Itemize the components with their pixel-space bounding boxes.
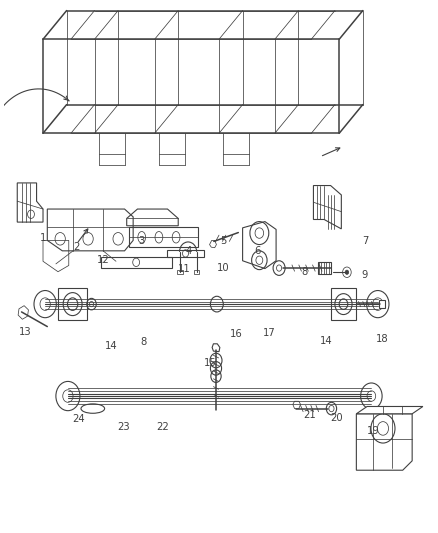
Polygon shape	[357, 414, 412, 470]
Text: 17: 17	[263, 328, 276, 338]
Bar	[194, 270, 199, 274]
Text: 8: 8	[302, 266, 308, 277]
Text: 8: 8	[141, 337, 147, 347]
Text: 11: 11	[178, 264, 191, 274]
Circle shape	[345, 270, 349, 274]
Bar	[177, 270, 183, 274]
Text: 14: 14	[320, 336, 332, 346]
Text: 14: 14	[105, 341, 117, 351]
Polygon shape	[318, 262, 332, 274]
Polygon shape	[212, 344, 220, 352]
Text: 24: 24	[72, 414, 85, 424]
Polygon shape	[357, 407, 423, 414]
Polygon shape	[331, 288, 357, 320]
Bar	[379, 300, 385, 308]
Text: 12: 12	[97, 255, 110, 265]
Text: 1: 1	[40, 233, 46, 243]
Text: 13: 13	[19, 327, 31, 337]
Text: 9: 9	[362, 270, 368, 280]
Text: 4: 4	[186, 246, 192, 256]
Text: 10: 10	[217, 263, 230, 273]
Text: 20: 20	[331, 413, 343, 423]
Polygon shape	[58, 288, 87, 320]
Text: 7: 7	[362, 237, 368, 246]
Text: 16: 16	[230, 329, 243, 340]
Text: 3: 3	[138, 237, 145, 246]
Polygon shape	[293, 401, 300, 409]
Text: 6: 6	[254, 246, 261, 256]
Text: 22: 22	[156, 422, 169, 432]
Text: 23: 23	[117, 422, 130, 432]
Text: 21: 21	[303, 410, 315, 421]
Text: 15: 15	[204, 358, 217, 368]
Text: 18: 18	[376, 334, 389, 344]
Text: 19: 19	[367, 426, 380, 436]
Text: 2: 2	[73, 241, 80, 252]
Text: 5: 5	[220, 237, 226, 246]
